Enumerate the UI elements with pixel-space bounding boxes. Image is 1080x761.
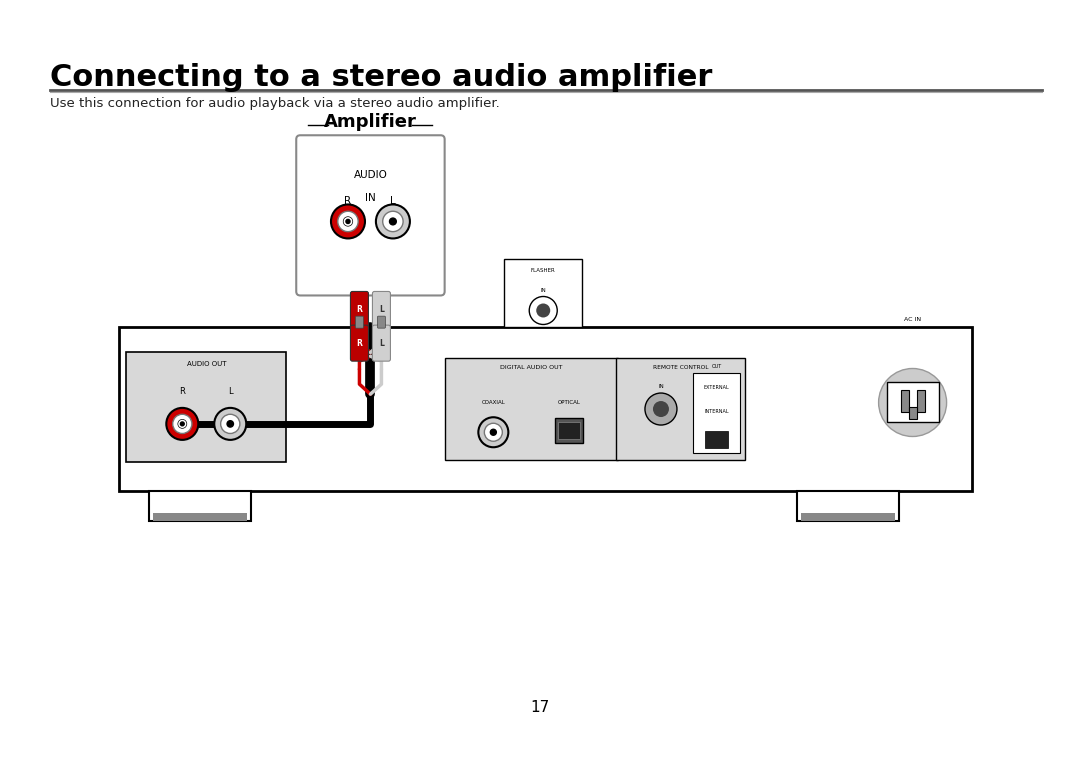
Circle shape — [180, 422, 185, 426]
Circle shape — [529, 297, 557, 324]
Bar — [558, 422, 580, 439]
Text: L: L — [379, 305, 383, 314]
FancyBboxPatch shape — [355, 316, 364, 328]
Bar — [800, 513, 895, 521]
Circle shape — [879, 368, 946, 437]
Text: REMOTE CONTROL: REMOTE CONTROL — [652, 365, 708, 371]
Text: INTERNAL: INTERNAL — [704, 409, 729, 414]
Text: Use this connection for audio playback via a stereo audio amplifier.: Use this connection for audio playback v… — [50, 97, 499, 110]
Bar — [917, 390, 924, 412]
Circle shape — [214, 408, 246, 440]
Text: L: L — [390, 196, 395, 206]
Bar — [797, 491, 900, 521]
Text: AUDIO: AUDIO — [353, 170, 388, 180]
Bar — [555, 419, 583, 444]
Bar — [152, 513, 247, 521]
Circle shape — [484, 423, 502, 441]
Text: DIGITAL AUDIO OUT: DIGITAL AUDIO OUT — [500, 365, 563, 371]
Bar — [705, 431, 728, 448]
Text: IN: IN — [365, 193, 376, 202]
Bar — [887, 383, 939, 422]
Circle shape — [537, 304, 550, 317]
Text: Amplifier: Amplifier — [324, 113, 417, 131]
Text: R: R — [356, 305, 363, 314]
FancyBboxPatch shape — [350, 291, 368, 327]
Circle shape — [382, 212, 403, 231]
Text: R: R — [345, 196, 351, 206]
Circle shape — [343, 217, 353, 226]
Bar — [901, 390, 908, 412]
Text: IN: IN — [658, 384, 664, 389]
Circle shape — [173, 414, 192, 434]
Circle shape — [390, 218, 396, 224]
Bar — [119, 327, 972, 491]
Text: OPTICAL: OPTICAL — [558, 400, 581, 405]
Text: COAXIAL: COAXIAL — [482, 400, 505, 405]
Text: 17: 17 — [530, 700, 550, 715]
Circle shape — [346, 219, 350, 224]
Circle shape — [490, 429, 497, 435]
Bar — [693, 373, 740, 454]
Bar — [908, 407, 917, 419]
Circle shape — [478, 417, 509, 447]
Circle shape — [653, 401, 669, 417]
FancyBboxPatch shape — [377, 324, 386, 336]
Text: L: L — [228, 387, 232, 396]
Circle shape — [645, 393, 677, 425]
Bar — [504, 259, 582, 327]
Text: R: R — [356, 339, 363, 348]
Text: EXTERNAL: EXTERNAL — [704, 385, 730, 390]
Text: AC IN: AC IN — [904, 317, 921, 322]
Text: OUT: OUT — [712, 364, 721, 369]
FancyBboxPatch shape — [296, 135, 445, 295]
Circle shape — [166, 408, 199, 440]
FancyBboxPatch shape — [373, 325, 391, 361]
Circle shape — [330, 205, 365, 238]
Text: L: L — [379, 339, 383, 348]
Circle shape — [376, 205, 410, 238]
Bar — [126, 352, 286, 462]
Circle shape — [338, 212, 359, 231]
Bar — [445, 358, 618, 460]
Text: Connecting to a stereo audio amplifier: Connecting to a stereo audio amplifier — [50, 63, 712, 92]
Text: R: R — [179, 387, 186, 396]
Bar — [149, 491, 251, 521]
FancyBboxPatch shape — [350, 325, 368, 361]
Circle shape — [227, 421, 233, 427]
FancyBboxPatch shape — [377, 316, 386, 328]
Text: IN: IN — [540, 288, 546, 293]
Circle shape — [220, 414, 240, 434]
FancyBboxPatch shape — [355, 324, 364, 336]
Text: AUDIO OUT: AUDIO OUT — [187, 361, 226, 367]
FancyBboxPatch shape — [373, 291, 391, 327]
Text: FLASHER: FLASHER — [531, 268, 555, 273]
Bar — [616, 358, 745, 460]
Circle shape — [178, 419, 187, 428]
